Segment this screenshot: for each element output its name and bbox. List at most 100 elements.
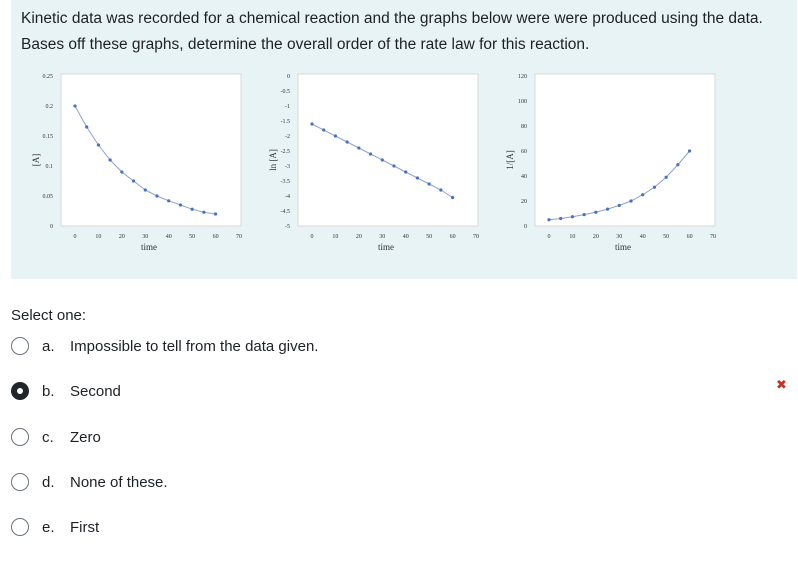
x-tick-label: 0 (311, 234, 314, 240)
plot-area (297, 73, 479, 227)
data-point (380, 158, 384, 162)
y-tick-label: -1.5 (281, 119, 291, 125)
x-tick-label: 60 (450, 234, 456, 240)
x-tick-label: 0 (74, 234, 77, 240)
data-point (404, 170, 408, 174)
x-tick-label: 20 (356, 234, 362, 240)
x-tick-label: 10 (95, 234, 101, 240)
y-tick-label: 0 (50, 224, 53, 230)
data-point (143, 188, 147, 192)
y-tick-label: -4.5 (281, 209, 291, 215)
data-point (594, 210, 598, 214)
x-tick-label: 50 (426, 234, 432, 240)
data-point (629, 199, 633, 203)
data-point (357, 146, 361, 150)
y-tick-label: 0.25 (43, 74, 54, 80)
y-tick-label: 60 (521, 149, 527, 155)
data-point (178, 203, 183, 207)
y-tick-label: 100 (518, 99, 527, 105)
data-point (641, 193, 645, 197)
plot-area (60, 73, 242, 227)
y-tick-label: 0.1 (46, 164, 54, 170)
y-axis-label: 1/[A] (505, 150, 515, 170)
option-letter: c. (42, 428, 54, 446)
y-tick-label: -0.5 (281, 89, 291, 95)
y-tick-label: 0 (524, 224, 527, 230)
x-tick-label: 60 (687, 234, 693, 240)
option-letter: b. (42, 382, 55, 400)
y-tick-label: -2.5 (281, 149, 291, 155)
option-letter: d. (42, 473, 55, 491)
question-line-1: Kinetic data was recorded for a chemical… (21, 10, 763, 27)
y-tick-label: 20 (521, 199, 527, 205)
select-one-prompt: Select one: (11, 307, 87, 324)
chart-svg: 0 10 20 30 40 50 60 70 0 0.05 0.1 0.15 0.2 0.25 time [A… (31, 73, 242, 252)
data-point (85, 125, 89, 129)
y-tick-label: 0.2 (46, 104, 54, 110)
plot-area (534, 73, 716, 227)
data-point (676, 163, 680, 167)
y-tick-label: 0 (287, 74, 290, 80)
option-letter: a. (42, 337, 55, 355)
data-point (190, 207, 194, 211)
radio-b[interactable] (11, 382, 29, 400)
option-text[interactable]: Second (70, 382, 121, 400)
chart-concentration: 0 10 20 30 40 50 60 70 0 0.05 0.1 0.15 0.2 0.25 time [A… (23, 64, 260, 264)
answer-option-a[interactable]: a. Impossible to tell from the data give… (11, 335, 791, 357)
data-point (155, 194, 159, 198)
x-tick-label: 20 (119, 234, 125, 240)
data-point (322, 128, 326, 132)
x-tick-label: 40 (640, 234, 646, 240)
radio-a[interactable] (11, 337, 29, 355)
data-point (213, 212, 218, 216)
data-point (96, 143, 101, 147)
radio-e[interactable] (11, 518, 29, 536)
data-point (73, 104, 77, 108)
answer-option-e[interactable]: e. First (11, 516, 791, 538)
data-point (368, 152, 373, 156)
x-tick-label: 10 (332, 234, 338, 240)
x-tick-label: 30 (142, 234, 148, 240)
y-tick-label: 120 (518, 74, 527, 80)
y-tick-label: -5 (285, 224, 290, 230)
radio-d[interactable] (11, 473, 29, 491)
answer-option-c[interactable]: c. Zero (11, 426, 791, 448)
y-axis-label: ln [A] (268, 149, 278, 171)
option-text[interactable]: Zero (70, 428, 101, 446)
data-point (582, 213, 586, 217)
x-axis-label: time (378, 242, 394, 252)
x-tick-label: 20 (593, 234, 599, 240)
data-point (664, 175, 668, 179)
x-tick-label: 10 (569, 234, 575, 240)
chart-svg: 0 10 20 30 40 50 60 70 0 20 40 60 80 100 120 time 1/[A] (505, 73, 716, 252)
answer-option-d[interactable]: d. None of these. (11, 471, 791, 493)
question-line-2: Bases off these graphs, determine the ov… (21, 36, 590, 53)
y-tick-label: -3 (285, 164, 290, 170)
data-point (617, 203, 621, 207)
answer-option-b[interactable]: b. Second (11, 380, 791, 402)
data-point (687, 149, 692, 153)
x-tick-label: 70 (236, 234, 242, 240)
x-tick-label: 70 (710, 234, 716, 240)
option-text[interactable]: None of these. (70, 473, 168, 491)
x-axis-label: time (615, 242, 631, 252)
data-point (202, 210, 206, 214)
x-tick-label: 50 (663, 234, 669, 240)
y-tick-label: 0.05 (43, 194, 54, 200)
x-tick-label: 40 (166, 234, 172, 240)
data-point (345, 140, 349, 144)
y-tick-label: -3.5 (281, 179, 291, 185)
data-point (108, 158, 112, 162)
y-tick-label: 0.15 (43, 134, 54, 140)
data-point (392, 164, 396, 168)
question-text-panel: Kinetic data was recorded for a chemical… (11, 0, 797, 279)
chart-inverse-concentration: 0 10 20 30 40 50 60 70 0 20 40 60 80 100 120 time 1/[A] (497, 64, 734, 264)
data-point (120, 170, 124, 174)
option-text[interactable]: Impossible to tell from the data given. (70, 337, 319, 355)
radio-c[interactable] (11, 428, 29, 446)
x-axis-label: time (141, 242, 157, 252)
option-text[interactable]: First (70, 518, 100, 536)
y-axis-label: [A] (31, 154, 41, 167)
x-tick-label: 30 (616, 234, 622, 240)
data-point (167, 199, 171, 203)
